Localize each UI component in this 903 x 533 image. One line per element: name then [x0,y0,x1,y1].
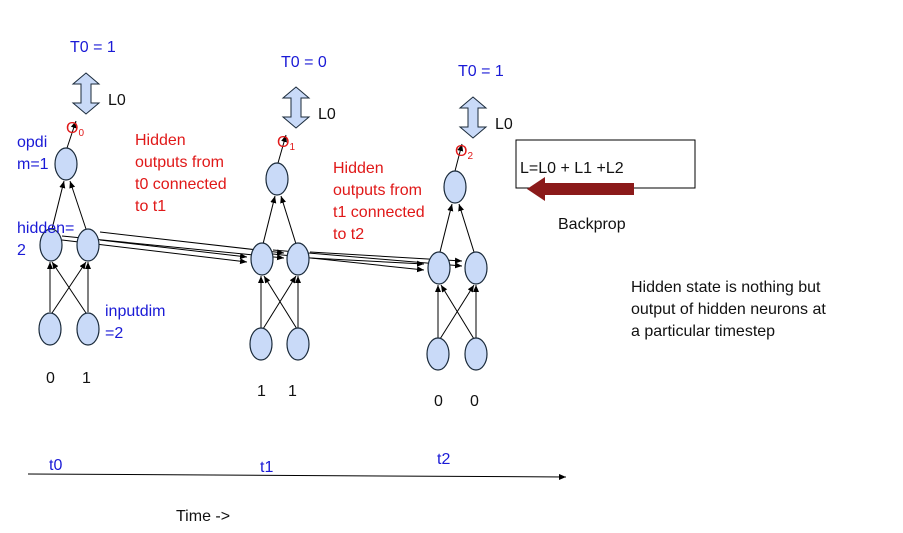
edge-rec-t0h2-t1h1 [99,239,248,260]
input-value-t1-2: 1 [288,383,297,400]
time-axis-label: Time -> [176,508,231,525]
edge-t1-h2-out [280,195,297,245]
neuron-t1-hidden-2 [286,242,310,276]
neuron-t0-output [54,147,78,181]
input-value-t2-2: 0 [470,393,479,410]
loss-arrow-t1 [281,86,311,129]
neuron-t2-input-1 [426,337,450,371]
edge-t1-out-up [277,134,287,164]
loss-total-label: L=L0 + L1 +L2 [520,160,624,177]
time-axis-line [27,473,567,480]
loss-arrow-t2 [458,96,488,139]
edge-t0-h1-out [51,180,66,230]
input-value-t0-1: 0 [46,370,55,387]
opdim-label: opdi m=1 [17,134,49,173]
time-label-t0: t0 [49,457,63,474]
hidden-connection-t1-label: Hidden outputs from t1 connected to t2 [333,160,425,243]
input-value-t2-1: 0 [434,393,443,410]
output-label-t0: O0 [66,120,85,139]
loss-arrow-t0 [71,72,101,115]
neuron-t1-input-1 [249,327,273,361]
edge-t0-in2-h1 [51,261,87,314]
time-label-t2: t2 [437,451,451,468]
neuron-t0-input-1 [38,312,62,346]
neuron-t2-input-2 [464,337,488,371]
loss-label-t1: L0 [318,106,336,123]
edge-rec-t1h2-t2h1 [309,257,425,267]
edge-t1-h1-out [262,195,277,245]
neuron-t1-output [265,162,289,196]
edge-t2-h2-out [458,203,475,253]
hidden-state-note: Hidden state is nothing but output of hi… [631,279,826,340]
input-value-t0-2: 1 [82,370,91,387]
backprop-label: Backprop [558,216,626,233]
target-label-t1: T0 = 0 [281,54,327,71]
edge-t2-out-up [454,143,464,172]
edge-t1-in1-h2 [262,275,297,330]
neuron-t1-hidden-1 [250,242,274,276]
time-label-t1: t1 [260,459,274,476]
input-value-t1-1: 1 [257,383,266,400]
hidden-connection-t0-label: Hidden outputs from t0 connected to t1 [135,132,227,215]
output-label-t1: O1 [277,134,296,153]
edge-t1-in2-h1 [263,275,298,330]
hidden-dim-label: hidden= 2 [17,220,75,259]
neuron-t2-output [443,170,467,204]
loss-label-t2: L0 [495,116,513,133]
backprop-arrow [527,177,634,201]
edge-t0-out-up [66,120,77,149]
edge-t2-in2-h1 [440,284,475,340]
output-label-t2: O2 [455,143,474,162]
neuron-t0-hidden-1 [39,228,63,262]
target-label-t2: T0 = 1 [458,63,504,80]
neuron-t2-hidden-1 [427,251,451,285]
neuron-t0-hidden-2 [76,228,100,262]
target-label-t0: T0 = 1 [70,39,116,56]
neuron-t1-input-2 [286,327,310,361]
inputdim-label: inputdim =2 [105,303,166,342]
neuron-t0-input-2 [76,312,100,346]
edge-t0-h2-out [69,180,87,230]
loss-label-t0: L0 [108,92,126,109]
edge-t2-h1-out [439,203,454,253]
neuron-t2-hidden-2 [464,251,488,285]
